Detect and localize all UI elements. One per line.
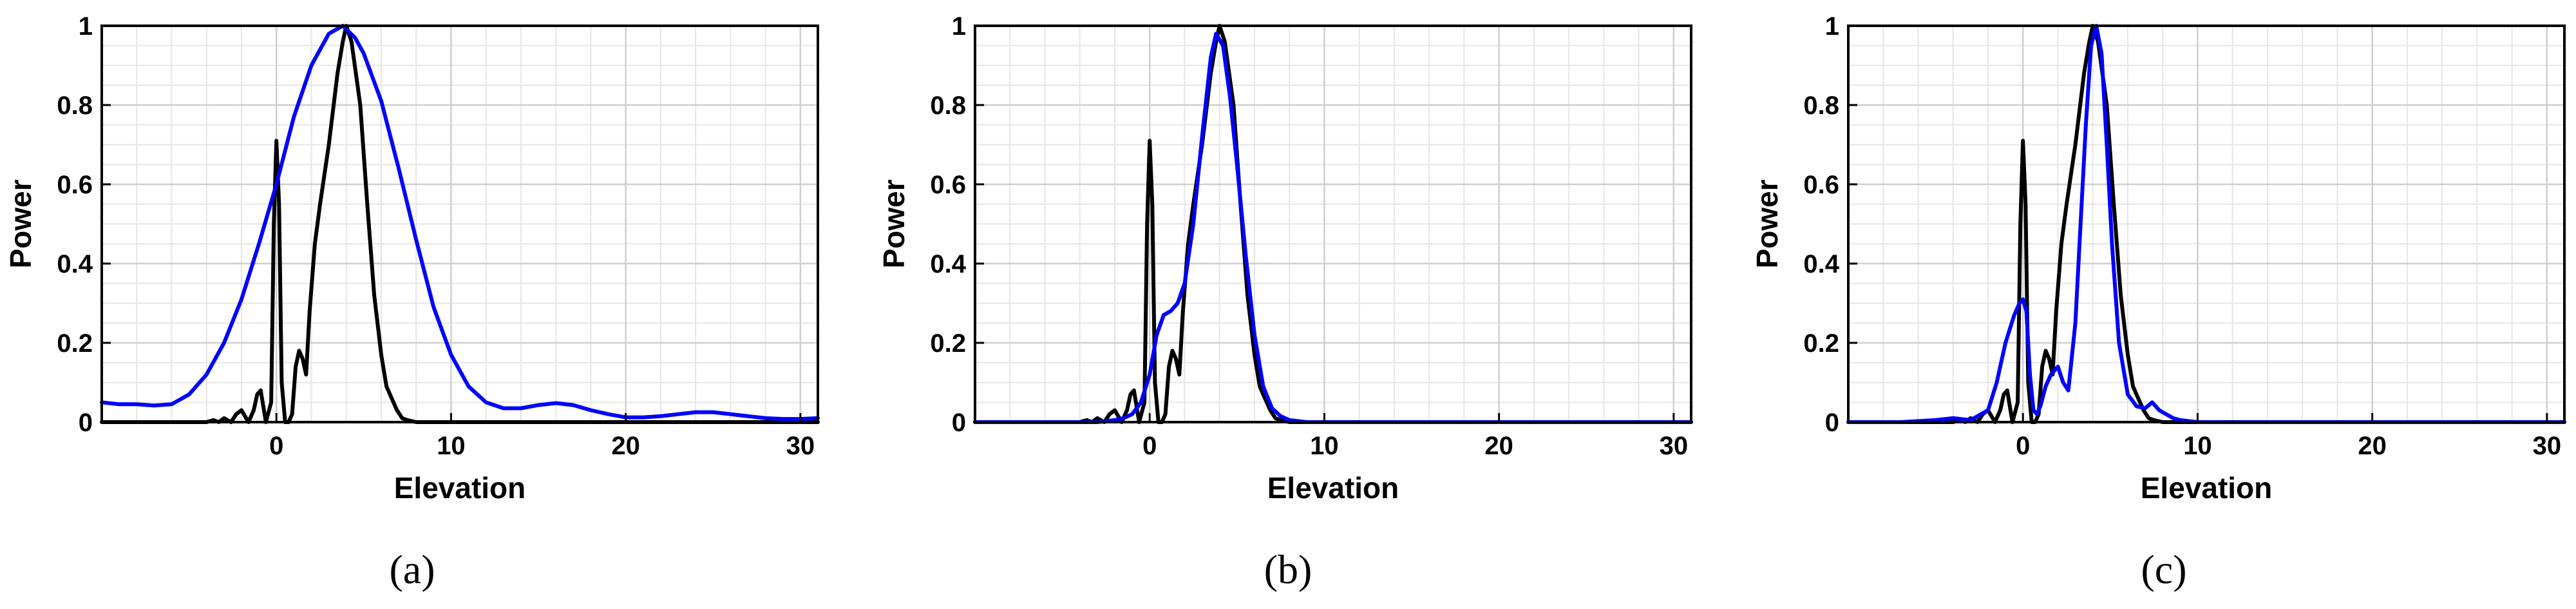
y-tick-label: 0.4 — [57, 250, 93, 278]
series-line-1 — [1846, 24, 2566, 424]
y-tick-label: 0.8 — [930, 92, 966, 120]
y-tick-label: 0.2 — [1803, 329, 1839, 358]
y-tick-label: 0.6 — [1803, 171, 1839, 199]
y-tick-label: 0.2 — [930, 329, 966, 358]
x-axis-label: Elevation — [2141, 471, 2273, 505]
series-line-1 — [100, 24, 820, 421]
axes-frame — [100, 24, 819, 423]
y-tick-label: 0.2 — [57, 329, 93, 358]
y-tick-label: 0.4 — [930, 250, 966, 278]
y-tick-label: 0.6 — [57, 171, 93, 199]
x-tick-label: 10 — [2183, 432, 2212, 460]
x-tick-label: 20 — [2358, 432, 2387, 460]
y-axis-label: Power — [877, 179, 911, 268]
panel-caption: (c) — [2141, 546, 2186, 592]
y-tick-label: 0.4 — [1803, 250, 1839, 278]
y-axis-label: Power — [1750, 179, 1784, 268]
x-tick-label: 20 — [611, 432, 640, 460]
x-tick-label: 10 — [1310, 432, 1339, 460]
panel-caption: (b) — [1264, 546, 1312, 592]
x-tick-label: 0 — [269, 432, 283, 460]
series-line-0 — [973, 24, 1693, 424]
x-tick-label: 0 — [1142, 432, 1157, 460]
panel-caption: (a) — [389, 546, 435, 592]
x-tick-label: 30 — [786, 432, 815, 460]
axes-frame — [974, 24, 1692, 423]
x-axis-label: Elevation — [1267, 471, 1399, 505]
x-tick-label: 30 — [2533, 432, 2562, 460]
x-tick-label: 30 — [1660, 432, 1689, 460]
chart-panel-2: 0 10 20 30 0 0.2 0.4 0.6 0.8 1 Elevation Power (c) — [1750, 12, 2566, 592]
y-tick-label: 0 — [1825, 409, 1839, 437]
y-tick-label: 0 — [952, 409, 966, 437]
y-tick-label: 0.8 — [57, 92, 93, 120]
x-tick-label: 20 — [1484, 432, 1513, 460]
chart-panel-0: 0 10 20 30 0 0.2 0.4 0.6 0.8 1 Elevation Power (a) — [4, 12, 820, 592]
chart-panel-1: 0 10 20 30 0 0.2 0.4 0.6 0.8 1 Elevation Power (b) — [877, 12, 1693, 592]
y-tick-label: 0.8 — [1803, 92, 1839, 120]
y-tick-label: 1 — [79, 12, 93, 41]
y-tick-label: 1 — [1825, 12, 1839, 41]
series-line-0 — [100, 24, 820, 424]
x-tick-label: 10 — [437, 432, 466, 460]
y-tick-label: 0 — [79, 409, 93, 437]
y-tick-label: 0.6 — [930, 171, 966, 199]
axes-frame — [1847, 24, 2566, 423]
y-tick-label: 1 — [952, 12, 966, 41]
y-axis-label: Power — [4, 179, 37, 268]
x-axis-label: Elevation — [394, 471, 526, 505]
x-tick-label: 0 — [2016, 432, 2030, 460]
